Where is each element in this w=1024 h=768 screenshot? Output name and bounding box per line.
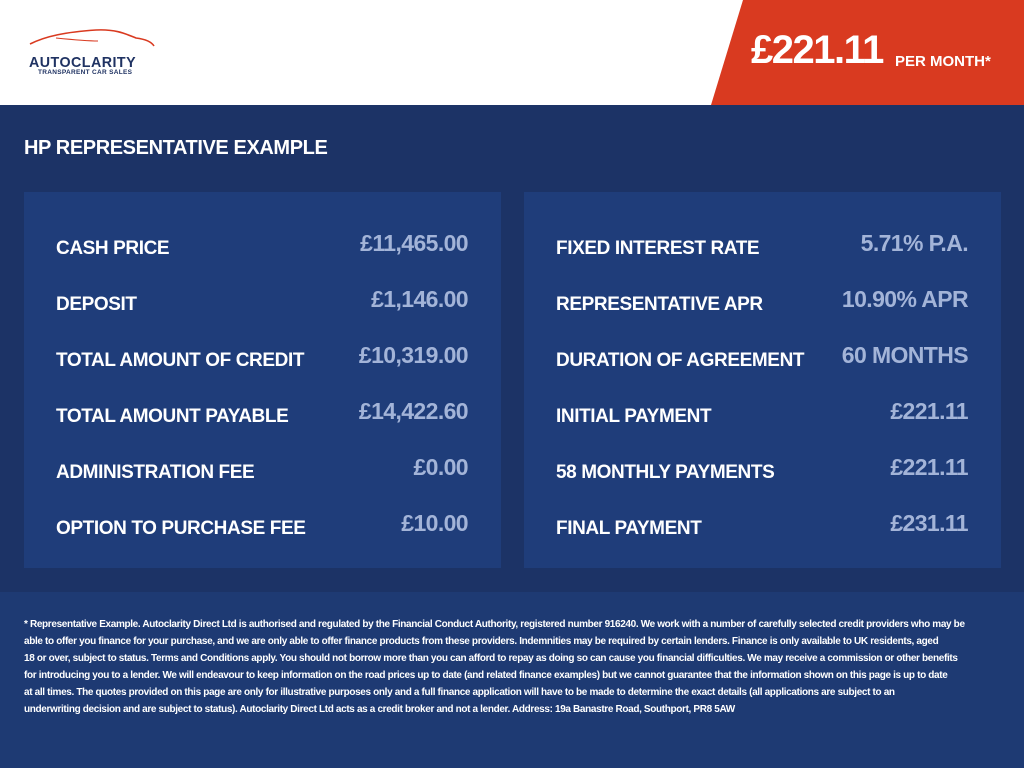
row-label: REPRESENTATIVE APR — [556, 294, 763, 315]
autoclarity-logo[interactable]: AUTOCLARITY TRANSPARENT CAR SALES — [26, 26, 161, 78]
finance-row: FINAL PAYMENT £231.11 — [556, 510, 969, 540]
disclaimer-text: * Representative Example. Autoclarity Di… — [24, 616, 965, 718]
finance-panel-left: CASH PRICE £11,465.00 DEPOSIT £1,146.00 TO… — [24, 192, 501, 568]
finance-row: FIXED INTEREST RATE 5.71% P.A. — [556, 230, 969, 260]
row-value: £231.11 — [890, 510, 968, 536]
logo-tagline: TRANSPARENT CAR SALES — [38, 69, 133, 76]
row-value: 10.90% APR — [841, 286, 969, 312]
row-label: INITIAL PAYMENT — [556, 406, 712, 427]
disclaimer-line: * Representative Example. Autoclarity Di… — [24, 619, 965, 630]
finance-row: DURATION OF AGREEMENT 60 MONTHS — [556, 342, 969, 372]
row-value: £14,422.60 — [358, 398, 469, 424]
row-value: £221.11 — [890, 454, 968, 480]
row-value: 5.71% P.A. — [860, 230, 969, 256]
section-title: HP REPRESENTATIVE EXAMPLE — [24, 137, 328, 159]
row-value: £221.11 — [890, 398, 968, 424]
row-value: £10.00 — [401, 510, 468, 536]
finance-row: INITIAL PAYMENT £221.11 — [556, 398, 969, 428]
finance-row: CASH PRICE £11,465.00 — [56, 230, 469, 260]
row-label: OPTION TO PURCHASE FEE — [56, 518, 306, 539]
row-label: TOTAL AMOUNT OF CREDIT — [56, 350, 305, 371]
finance-row: TOTAL AMOUNT OF CREDIT £10,319.00 — [56, 342, 469, 372]
row-label: 58 MONTHLY PAYMENTS — [556, 462, 775, 483]
per-month-label: PER MONTH* — [895, 53, 991, 70]
row-label: DEPOSIT — [56, 294, 137, 315]
header: AUTOCLARITY TRANSPARENT CAR SALES £221.1… — [0, 0, 1024, 105]
logo-wordmark: AUTOCLARITY — [29, 54, 137, 71]
row-label: FIXED INTEREST RATE — [556, 238, 760, 259]
disclaimer-line: for introducing you to a lender. We will… — [24, 670, 948, 681]
row-value: £10,319.00 — [358, 342, 469, 368]
monthly-price: £221.11 — [751, 28, 884, 72]
row-value: 60 MONTHS — [841, 342, 969, 368]
disclaimer-footer: * Representative Example. Autoclarity Di… — [0, 592, 1024, 768]
finance-row: 58 MONTHLY PAYMENTS £221.11 — [556, 454, 969, 484]
row-label: TOTAL AMOUNT PAYABLE — [56, 406, 289, 427]
row-label: DURATION OF AGREEMENT — [556, 350, 805, 371]
row-value: £1,146.00 — [371, 286, 469, 312]
row-label: CASH PRICE — [56, 238, 170, 259]
row-value: £0.00 — [413, 454, 468, 480]
finance-row: OPTION TO PURCHASE FEE £10.00 — [56, 510, 469, 540]
disclaimer-line: 18 or over, subject to status. Terms and… — [24, 653, 958, 664]
finance-row: TOTAL AMOUNT PAYABLE £14,422.60 — [56, 398, 469, 428]
car-outline-icon — [29, 29, 155, 47]
row-label: ADMINISTRATION FEE — [56, 462, 255, 483]
row-label: FINAL PAYMENT — [556, 518, 702, 539]
finance-row: REPRESENTATIVE APR 10.90% APR — [556, 286, 969, 316]
disclaimer-line: able to offer you finance for your purch… — [24, 636, 939, 647]
finance-row: ADMINISTRATION FEE £0.00 — [56, 454, 469, 484]
finance-panel-right: FIXED INTEREST RATE 5.71% P.A. REPRESENTA… — [524, 192, 1001, 568]
finance-row: DEPOSIT £1,146.00 — [56, 286, 469, 316]
disclaimer-line: at all times. The quotes provided on thi… — [24, 687, 895, 698]
row-value: £11,465.00 — [360, 230, 468, 256]
monthly-price-banner: £221.11 PER MONTH* — [711, 0, 1024, 105]
disclaimer-line: underwriting decision and are subject to… — [24, 704, 735, 715]
